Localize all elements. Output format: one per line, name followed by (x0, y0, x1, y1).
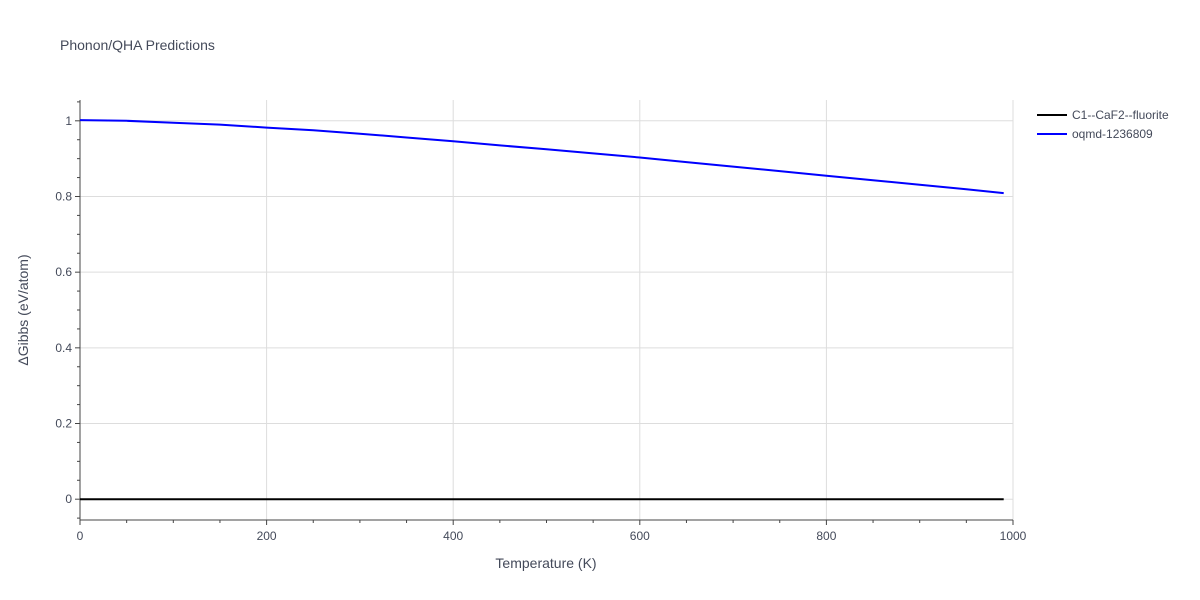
chart-title: Phonon/QHA Predictions (60, 37, 215, 53)
legend-item[interactable]: C1--CaF2--fluorite (1037, 108, 1169, 122)
series-line (79, 119, 1004, 195)
x-tick-label: 600 (630, 529, 650, 543)
x-tick-label: 400 (443, 529, 463, 543)
y-tick-label: 0.6 (55, 265, 72, 279)
legend-label: oqmd-1236809 (1072, 127, 1153, 141)
x-tick-label: 200 (257, 529, 277, 543)
x-tick-labels: 0 200 400 600 800 1000 (77, 529, 1027, 543)
y-tick-label: 0 (65, 492, 72, 506)
grid (80, 100, 1014, 520)
series-lines (79, 119, 1004, 501)
legend-label: C1--CaF2--fluorite (1072, 108, 1169, 122)
y-tick-label: 1 (65, 114, 72, 128)
x-tick-label: 1000 (1000, 529, 1027, 543)
x-tick-label: 0 (77, 529, 84, 543)
x-tick-label: 800 (816, 529, 836, 543)
legend-item[interactable]: oqmd-1236809 (1037, 127, 1153, 141)
y-tick-label: 0.4 (55, 341, 72, 355)
y-tick-labels: 0 0.2 0.4 0.6 0.8 1 (55, 114, 72, 506)
x-axis-title: Temperature (K) (495, 555, 596, 571)
y-tick-label: 0.2 (55, 417, 72, 431)
legend[interactable]: C1--CaF2--fluorite oqmd-1236809 (1037, 108, 1169, 141)
y-tick-label: 0.8 (55, 189, 72, 203)
axes (75, 100, 1014, 525)
y-axis-title: ΔGibbs (eV/atom) (15, 254, 31, 365)
